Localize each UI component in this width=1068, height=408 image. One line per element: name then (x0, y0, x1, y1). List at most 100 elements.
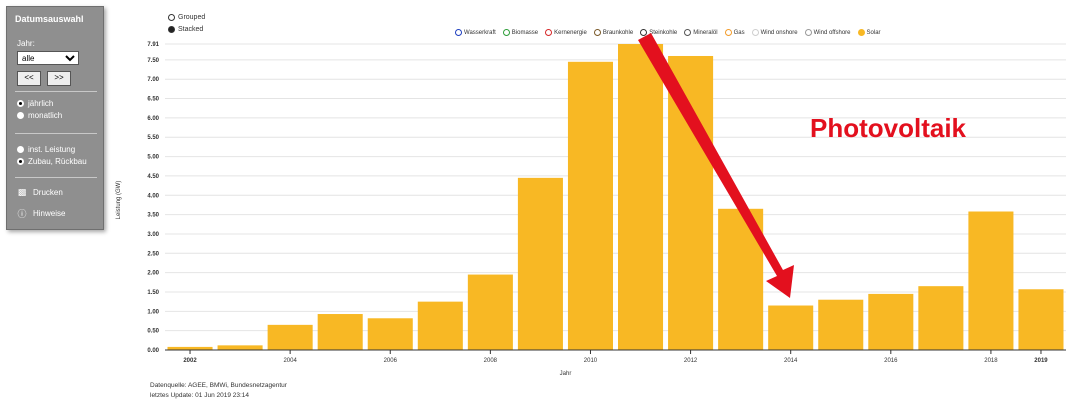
panel-divider (15, 177, 97, 178)
y-tick-label: 3.00 (147, 232, 159, 238)
legend-item-wind-onshore[interactable]: Wind onshore (751, 29, 798, 36)
legend-item-wasserkraft[interactable]: Wasserkraft (455, 29, 496, 36)
legend-label: Wind onshore (760, 29, 798, 36)
info-label: Hinweise (33, 209, 66, 218)
legend-label: Steinkohle (649, 29, 678, 36)
panel-divider (15, 91, 97, 92)
y-tick-label: 2.50 (147, 251, 159, 257)
y-tick-label: 1.00 (147, 309, 159, 315)
year-select[interactable]: alle (17, 51, 79, 65)
mode-installed-label: inst. Leistung (28, 145, 76, 154)
printer-icon: ▩ (17, 187, 27, 197)
legend-item-braunkohle[interactable]: Braunkohle (593, 29, 633, 36)
info-icon: ⓘ (17, 209, 27, 219)
y-tick-label: 0.00 (147, 348, 159, 354)
y-tick-label: 4.50 (147, 174, 159, 180)
stacked-label: Stacked (178, 26, 204, 33)
bar-2015 (818, 299, 864, 350)
x-tick-label: 2002 (183, 358, 197, 364)
chart-legend: Wasserkraft Biomasse Kernenergie Braunkohle… (455, 29, 881, 36)
bar-2009 (517, 177, 563, 350)
y-tick-label: 7.91 (147, 42, 159, 48)
mode-additions-label: Zubau, Rückbau (28, 157, 87, 166)
radio-yearly-icon (17, 100, 24, 107)
legend-marker-icon (593, 29, 601, 36)
next-year-button[interactable]: >> (47, 71, 71, 86)
last-update: letztes Update: 01 Jun 2019 23:14 (150, 392, 250, 399)
legend-label: Mineralöl (693, 29, 718, 36)
grouped-toggle[interactable]: Grouped (168, 14, 205, 21)
x-tick-label: 2016 (884, 358, 898, 364)
bar-2008 (467, 274, 513, 350)
bar-2010 (567, 61, 613, 350)
y-tick-label: 0.50 (147, 329, 159, 335)
legend-item-gas[interactable]: Gas (724, 29, 745, 36)
bar-2017 (918, 286, 964, 350)
data-source: Datenquelle: AGEE, BMWi, Bundesnetzagent… (150, 382, 287, 389)
radio-additions-icon (17, 158, 24, 165)
stacked-toggle[interactable]: Stacked (168, 26, 203, 33)
y-tick-label: 7.50 (147, 58, 159, 64)
bar-2003 (217, 345, 263, 350)
legend-marker-icon (640, 29, 648, 36)
legend-marker-icon (857, 29, 865, 36)
x-tick-label: 2006 (384, 358, 398, 364)
bar-2007 (417, 301, 463, 350)
date-selection-panel: Datumsauswahl Jahr: alle << >> jährlich … (6, 6, 104, 230)
period-monthly-radio[interactable]: monatlich (17, 111, 62, 120)
year-label: Jahr: (17, 39, 35, 48)
legend-item-mineral-l[interactable]: Mineralöl (684, 29, 718, 36)
print-button[interactable]: ▩ Drucken (17, 187, 63, 198)
x-tick-label: 2012 (684, 358, 698, 364)
bar-2011 (618, 44, 664, 350)
y-tick-label: 5.00 (147, 155, 159, 161)
x-tick-label: 2018 (984, 358, 998, 364)
x-tick-label: 2019 (1034, 358, 1048, 364)
legend-item-biomasse[interactable]: Biomasse (502, 29, 539, 36)
bar-2005 (317, 314, 363, 350)
legend-item-kernenergie[interactable]: Kernenergie (545, 29, 587, 36)
bar-2018 (968, 211, 1014, 350)
period-yearly-radio[interactable]: jährlich (17, 99, 53, 108)
legend-label: Wind offshore (813, 29, 851, 36)
y-tick-label: 6.50 (147, 97, 159, 103)
legend-label: Biomasse (511, 29, 539, 36)
legend-item-solar[interactable]: Solar (857, 29, 881, 36)
y-tick-label: 7.00 (147, 77, 159, 83)
mode-additions-radio[interactable]: Zubau, Rückbau (17, 157, 87, 166)
info-button[interactable]: ⓘ Hinweise (17, 207, 65, 220)
bar-2019 (1018, 289, 1064, 350)
y-tick-label: 4.00 (147, 193, 159, 199)
legend-item-wind-offshore[interactable]: Wind offshore (804, 29, 851, 36)
prev-year-button[interactable]: << (17, 71, 41, 86)
grouped-label: Grouped (178, 14, 206, 21)
legend-label: Kernenergie (554, 29, 587, 36)
x-tick-label: 2010 (584, 358, 598, 364)
bar-2004 (267, 324, 313, 350)
y-tick-label: 5.50 (147, 135, 159, 141)
x-axis-title: Jahr (560, 371, 572, 377)
y-tick-label: 3.50 (147, 213, 159, 219)
legend-label: Wasserkraft (464, 29, 496, 36)
legend-marker-icon (545, 29, 553, 36)
annotation-label: Photovoltaik (810, 113, 967, 143)
bar-2014 (768, 305, 814, 350)
legend-item-steinkohle[interactable]: Steinkohle (640, 29, 677, 36)
legend-marker-icon (751, 29, 759, 36)
stacked-radio-icon (168, 26, 175, 33)
bar-2006 (367, 318, 413, 350)
print-label: Drucken (33, 188, 63, 197)
y-tick-label: 1.50 (147, 290, 159, 296)
legend-label: Solar (866, 29, 881, 36)
bar-2002 (167, 346, 213, 350)
grouped-radio-icon (168, 14, 175, 21)
y-tick-label: 2.00 (147, 271, 159, 277)
legend-label: Gas (733, 29, 745, 36)
period-monthly-label: monatlich (28, 111, 63, 120)
mode-installed-radio[interactable]: inst. Leistung (17, 145, 75, 154)
legend-marker-icon (684, 29, 692, 36)
radio-monthly-icon (17, 112, 24, 119)
period-yearly-label: jährlich (28, 99, 54, 108)
bar-2016 (868, 293, 914, 350)
